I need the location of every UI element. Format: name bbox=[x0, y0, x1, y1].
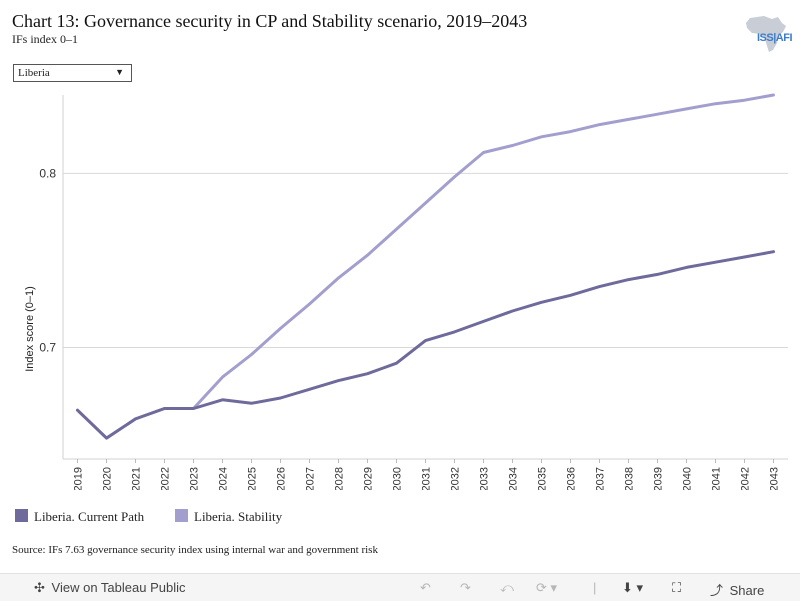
chevron-down-icon: ▼ bbox=[115, 67, 124, 77]
legend-swatch-current-path bbox=[15, 509, 28, 522]
download-icon[interactable]: ⬇ ▾ bbox=[622, 580, 644, 595]
chart-title: Chart 13: Governance security in CP and … bbox=[12, 11, 528, 31]
legend-item-stability[interactable]: Liberia. Stability bbox=[175, 509, 282, 525]
share-button[interactable]: ⤴ Share bbox=[710, 580, 764, 599]
tableau-icon: ✣ bbox=[34, 580, 45, 595]
chart-subtitle: IFs index 0–1 bbox=[12, 32, 78, 46]
legend-label-stability: Liberia. Stability bbox=[194, 509, 283, 524]
x-tick-label-2040: 2040 bbox=[682, 467, 694, 490]
x-tick-label-2026: 2026 bbox=[276, 467, 288, 490]
iss-logo: ISS|AFI bbox=[757, 32, 793, 44]
x-tick-label-2030: 2030 bbox=[392, 467, 404, 490]
x-tick-label-2022: 2022 bbox=[160, 467, 172, 490]
line-chart: 0.7 0.8 2019 2020 2021 2022 2023 2024 2025 2026 20… bbox=[24, 93, 788, 490]
x-tick-label-2024: 2024 bbox=[218, 467, 230, 490]
share-icon: ⤴ bbox=[710, 583, 724, 598]
x-tick-label-2043: 2043 bbox=[769, 467, 781, 490]
x-tick-label-2021: 2021 bbox=[131, 467, 143, 490]
x-tick-label-2031: 2031 bbox=[421, 467, 433, 490]
x-tick-label-2033: 2033 bbox=[479, 467, 491, 490]
fullscreen-icon[interactable]: ⛶ bbox=[672, 580, 682, 595]
x-tick-label-2028: 2028 bbox=[334, 467, 346, 490]
series-line-stability bbox=[76, 93, 775, 440]
share-label: Share bbox=[729, 583, 765, 598]
x-tick-label-2029: 2029 bbox=[363, 467, 375, 490]
x-tick-label-2038: 2038 bbox=[624, 467, 636, 490]
x-tick-label-2039: 2039 bbox=[653, 467, 665, 490]
tableau-toolbar: ✣ View on Tableau Public ↶ ↷ ⤺ ⟳ ▾ | ⬇ ▾… bbox=[0, 573, 800, 601]
undo-icon[interactable]: ↶ bbox=[420, 580, 431, 595]
revert-icon[interactable]: ⤺ bbox=[500, 580, 514, 595]
x-tick-label-2036: 2036 bbox=[566, 467, 578, 490]
legend-swatch-stability bbox=[175, 509, 188, 522]
africa-map-icon bbox=[746, 16, 786, 52]
legend-item-current-path[interactable]: Liberia. Current Path bbox=[15, 509, 144, 525]
x-tick-label-2023: 2023 bbox=[189, 467, 201, 490]
country-dropdown[interactable]: Liberia ▼ bbox=[13, 64, 132, 82]
view-on-tableau-label: View on Tableau Public bbox=[51, 580, 186, 595]
toolbar-divider: | bbox=[593, 580, 597, 595]
legend-label-current-path: Liberia. Current Path bbox=[34, 509, 145, 524]
x-tick-label-2020: 2020 bbox=[102, 467, 114, 490]
refresh-icon[interactable]: ⟳ ▾ bbox=[536, 580, 558, 595]
x-tick-label-2027: 2027 bbox=[305, 467, 317, 490]
x-tick-label-2035: 2035 bbox=[537, 467, 549, 490]
x-tick-label-2042: 2042 bbox=[740, 467, 752, 490]
x-tick-label-2041: 2041 bbox=[711, 467, 723, 490]
x-tick-label-2019: 2019 bbox=[73, 467, 85, 490]
redo-icon[interactable]: ↷ bbox=[460, 580, 471, 595]
x-tick-label-2032: 2032 bbox=[450, 467, 462, 490]
y-axis-label: Index score (0–1) bbox=[24, 286, 36, 372]
y-tick-label-0: 0.7 bbox=[39, 341, 56, 355]
country-dropdown-value: Liberia bbox=[18, 67, 50, 79]
view-on-tableau-button[interactable]: ✣ View on Tableau Public bbox=[34, 580, 185, 596]
source-note: Source: IFs 7.63 governance security ind… bbox=[12, 544, 378, 556]
series-line-current-path bbox=[76, 250, 775, 440]
x-tick-label-2034: 2034 bbox=[508, 467, 520, 490]
x-tick-label-2025: 2025 bbox=[247, 467, 259, 490]
x-tick-label-2037: 2037 bbox=[595, 467, 607, 490]
y-tick-label-1: 0.8 bbox=[39, 166, 56, 180]
